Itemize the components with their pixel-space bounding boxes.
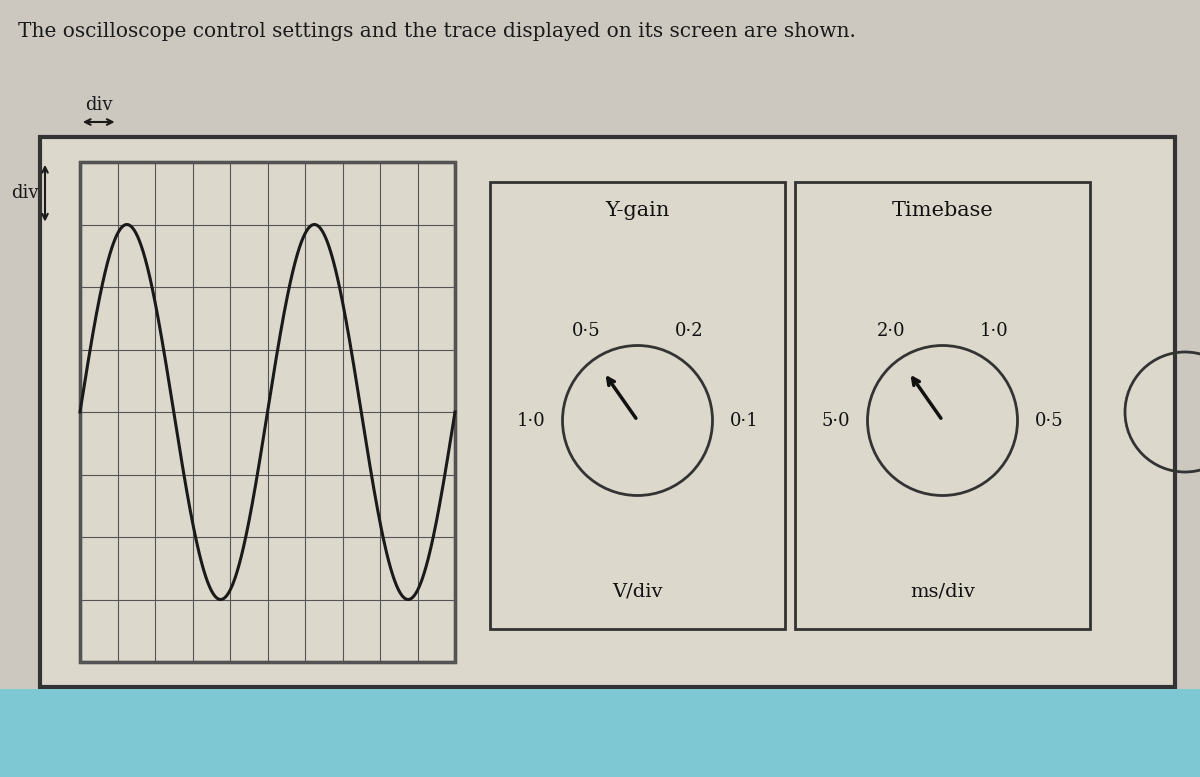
Text: 0·5: 0·5 bbox=[1034, 412, 1063, 430]
Bar bbox=[0, 689, 1200, 777]
Text: 0·5: 0·5 bbox=[571, 322, 600, 340]
Bar bbox=[40, 137, 1175, 687]
Text: 1·0: 1·0 bbox=[517, 412, 545, 430]
Text: Calculate the peak voltage of this signal.: Calculate the peak voltage of this signa… bbox=[181, 716, 1019, 750]
Text: 1·0: 1·0 bbox=[980, 322, 1009, 340]
Text: V/div: V/div bbox=[612, 582, 662, 600]
Text: div: div bbox=[11, 184, 38, 202]
Text: 0·1: 0·1 bbox=[730, 412, 758, 430]
Bar bbox=[796, 182, 1090, 629]
Text: ms/div: ms/div bbox=[910, 582, 974, 600]
Text: 0·2: 0·2 bbox=[674, 322, 703, 340]
Bar bbox=[490, 182, 785, 629]
Text: div: div bbox=[85, 96, 113, 114]
Text: 2·0: 2·0 bbox=[876, 322, 905, 340]
Bar bbox=[80, 162, 455, 662]
Text: 5·0: 5·0 bbox=[822, 412, 851, 430]
Text: Timebase: Timebase bbox=[892, 200, 994, 219]
Text: The oscilloscope control settings and the trace displayed on its screen are show: The oscilloscope control settings and th… bbox=[18, 22, 856, 41]
Text: Y-gain: Y-gain bbox=[605, 200, 670, 219]
